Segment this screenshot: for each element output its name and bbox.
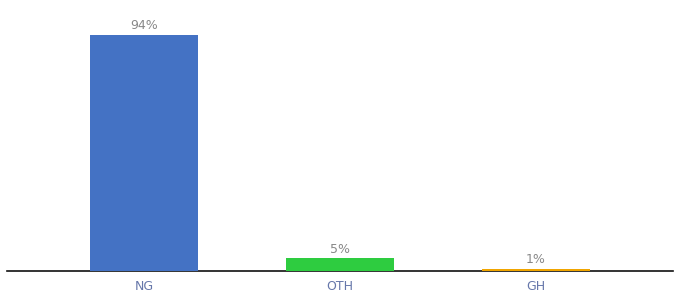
Text: 5%: 5% [330,243,350,256]
Bar [286,259,394,271]
Text: 1%: 1% [526,253,546,266]
Bar [482,268,590,271]
Text: 94%: 94% [130,19,158,32]
Bar [90,34,198,271]
